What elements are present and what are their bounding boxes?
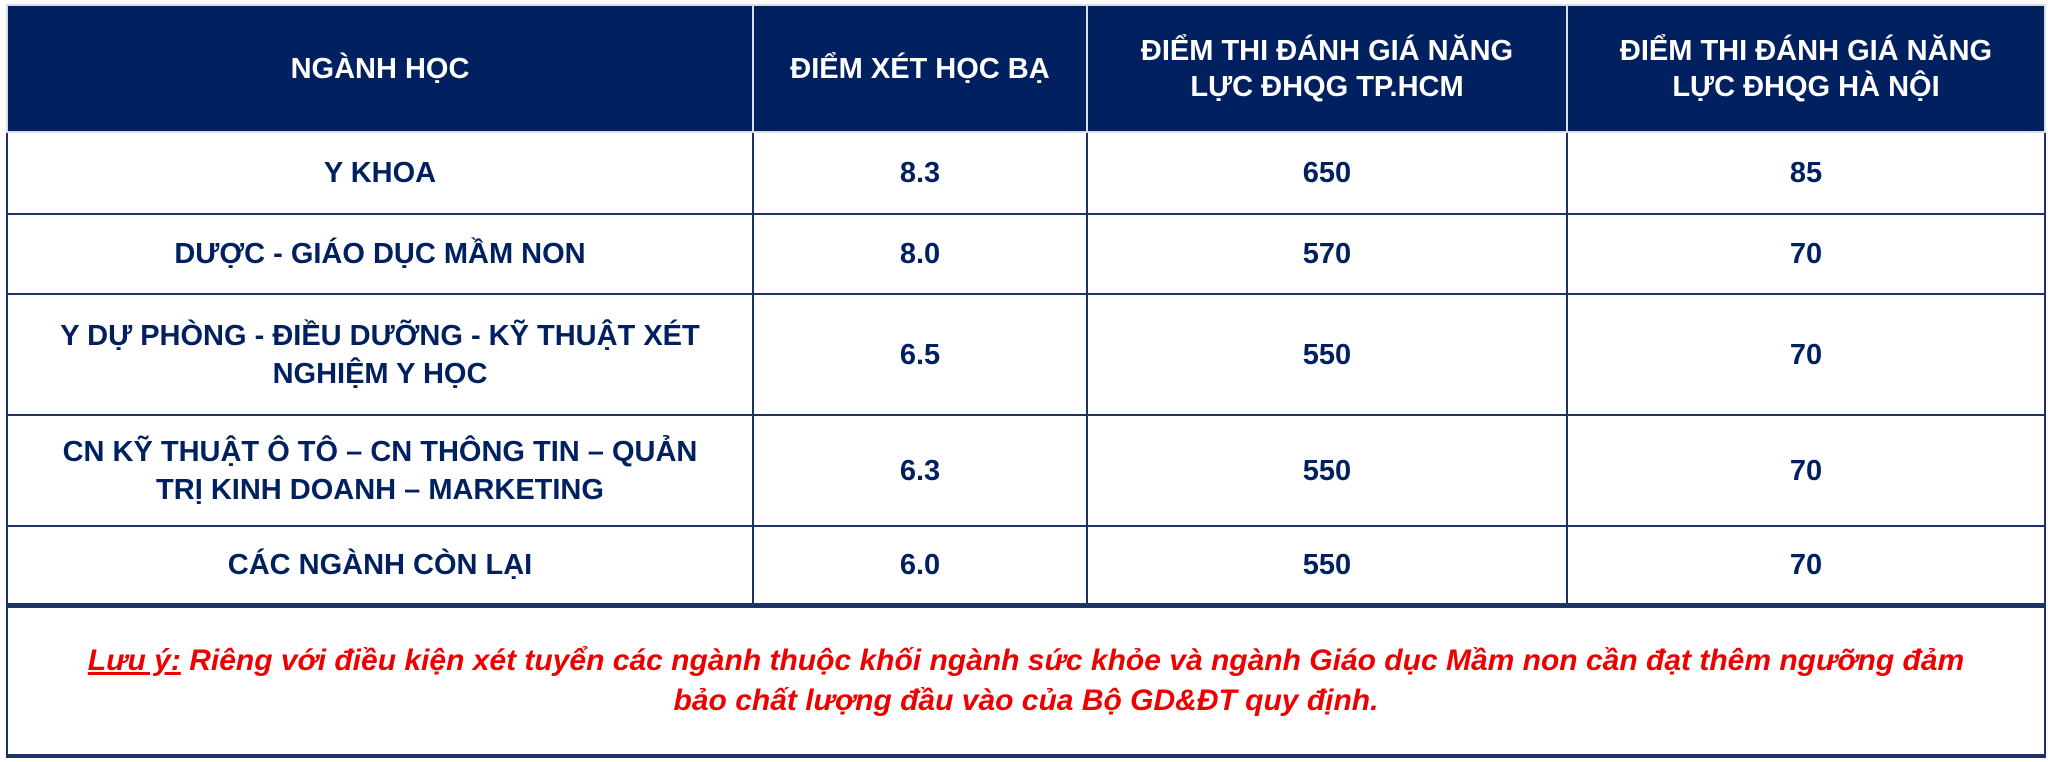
major-cell: CN KỸ THUẬT Ô TÔ – CN THÔNG TIN – QUẢN T… <box>6 414 754 527</box>
hocba-cell: 6.5 <box>752 293 1088 416</box>
hcm-cell: 550 <box>1086 414 1568 527</box>
table-row: Y DỰ PHÒNG - ĐIỀU DƯỠNG - KỸ THUẬT XÉT N… <box>6 293 2046 416</box>
table-row: DƯỢC - GIÁO DỤC MẦM NON 8.0 570 70 <box>6 213 2046 295</box>
note-label: Lưu ý: <box>87 644 181 677</box>
hocba-cell: 6.3 <box>752 414 1088 527</box>
hn-cell: 70 <box>1566 414 2046 527</box>
hcm-cell: 650 <box>1086 131 1568 215</box>
major-cell: Y KHOA <box>6 131 754 215</box>
hn-cell: 70 <box>1566 293 2046 416</box>
hn-cell: 70 <box>1566 213 2046 295</box>
header-major: NGÀNH HỌC <box>6 4 754 133</box>
header-hcm: ĐIỂM THI ĐÁNH GIÁ NĂNG LỰC ĐHQG TP.HCM <box>1086 4 1568 133</box>
note-cell: Lưu ý: Riêng với điều kiện xét tuyển các… <box>6 603 2046 758</box>
note-row: Lưu ý: Riêng với điều kiện xét tuyển các… <box>6 603 2046 758</box>
header-hocba: ĐIỂM XÉT HỌC BẠ <box>752 4 1088 133</box>
hcm-cell: 570 <box>1086 213 1568 295</box>
table-row: Y KHOA 8.3 650 85 <box>6 131 2046 215</box>
hcm-cell: 550 <box>1086 525 1568 607</box>
header-row: NGÀNH HỌC ĐIỂM XÉT HỌC BẠ ĐIỂM THI ĐÁNH … <box>6 4 2046 133</box>
note-text: Riêng với điều kiện xét tuyển các ngành … <box>180 644 1965 717</box>
hocba-cell: 6.0 <box>752 525 1088 607</box>
hn-cell: 85 <box>1566 131 2046 215</box>
major-cell: DƯỢC - GIÁO DỤC MẦM NON <box>6 213 754 295</box>
major-cell: Y DỰ PHÒNG - ĐIỀU DƯỠNG - KỸ THUẬT XÉT N… <box>6 293 754 416</box>
hcm-cell: 550 <box>1086 293 1568 416</box>
hocba-cell: 8.0 <box>752 213 1088 295</box>
table-row: CN KỸ THUẬT Ô TÔ – CN THÔNG TIN – QUẢN T… <box>6 414 2046 527</box>
admission-score-table: NGÀNH HỌC ĐIỂM XÉT HỌC BẠ ĐIỂM THI ĐÁNH … <box>6 4 2046 758</box>
hocba-cell: 8.3 <box>752 131 1088 215</box>
table-row: CÁC NGÀNH CÒN LẠI 6.0 550 70 <box>6 525 2046 607</box>
major-cell: CÁC NGÀNH CÒN LẠI <box>6 525 754 607</box>
header-hn: ĐIỂM THI ĐÁNH GIÁ NĂNG LỰC ĐHQG HÀ NỘI <box>1566 4 2046 133</box>
hn-cell: 70 <box>1566 525 2046 607</box>
